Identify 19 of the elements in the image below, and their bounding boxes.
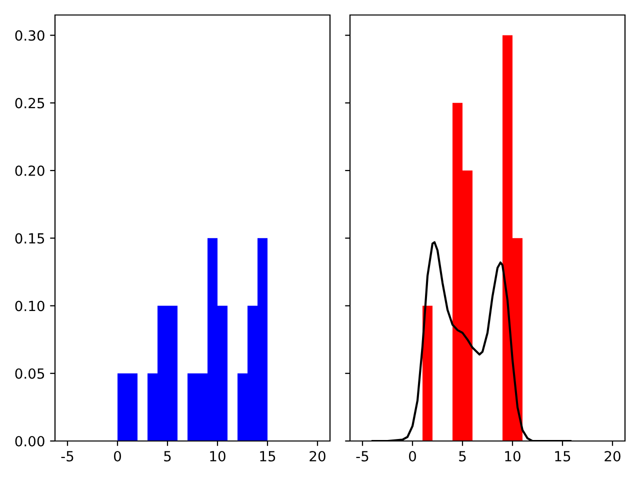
x-tick-label: 5 (164, 451, 171, 462)
y-tick-label: 0.05 (15, 368, 44, 379)
x-tick-label: 15 (555, 451, 570, 462)
x-tick-label: 0 (114, 450, 121, 462)
y-tick-label: 0.20 (15, 165, 44, 176)
x-tick-label: 10 (210, 450, 226, 462)
y-tick-label: 0.30 (15, 30, 44, 41)
y-tick-label: 0.15 (15, 233, 44, 244)
x-tick-label: 20 (310, 450, 326, 462)
y-tick-label: 0.25 (15, 98, 44, 108)
y-tick-label: 0.00 (15, 436, 44, 446)
x-tick-label: -5 (356, 451, 368, 462)
x-tick-label: 10 (505, 450, 520, 462)
x-tick-label: -5 (61, 451, 74, 462)
x-tick-label: 0 (408, 450, 416, 462)
x-tick-label: 15 (260, 451, 276, 462)
x-tick-label: 20 (604, 450, 620, 462)
x-tick-label: 5 (459, 451, 466, 462)
y-tick-label: 0.10 (15, 300, 44, 312)
